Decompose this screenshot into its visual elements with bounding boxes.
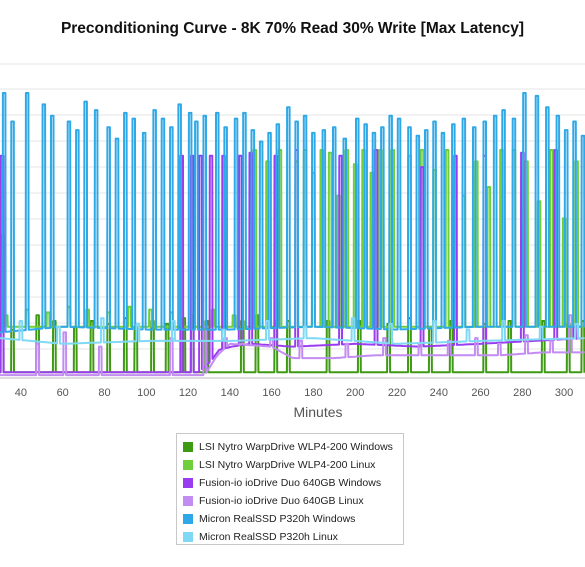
legend-label: LSI Nytro WarpDrive WLP4-200 Linux bbox=[199, 459, 376, 471]
x-tick-label: 300 bbox=[555, 387, 573, 399]
legend-swatch bbox=[183, 514, 193, 524]
legend-swatch bbox=[183, 496, 193, 506]
series-line-3 bbox=[0, 314, 585, 377]
x-tick-label: 280 bbox=[513, 387, 531, 399]
x-tick-label: 220 bbox=[388, 387, 406, 399]
legend-swatch bbox=[183, 478, 193, 488]
legend-swatch bbox=[183, 532, 193, 542]
x-tick-label: 80 bbox=[98, 387, 110, 399]
series-line-5 bbox=[0, 317, 585, 345]
legend-label: Micron RealSSD P320h Windows bbox=[199, 513, 356, 525]
x-tick-label: 180 bbox=[304, 387, 322, 399]
x-tick-label: 160 bbox=[262, 387, 280, 399]
x-axis-title: Minutes bbox=[293, 404, 342, 420]
x-tick-label: 40 bbox=[15, 387, 27, 399]
legend-label: Micron RealSSD P320h Linux bbox=[199, 531, 338, 543]
x-tick-label: 200 bbox=[346, 387, 364, 399]
x-tick-label: 100 bbox=[137, 387, 155, 399]
series-line-0 bbox=[0, 234, 585, 374]
legend-item: LSI Nytro WarpDrive WLP4-200 Windows bbox=[183, 438, 403, 456]
x-tick-label: 240 bbox=[430, 387, 448, 399]
x-tick-label: 60 bbox=[57, 387, 69, 399]
x-tick-label: 260 bbox=[471, 387, 489, 399]
x-tick-label: 120 bbox=[179, 387, 197, 399]
legend-item: Fusion-io ioDrive Duo 640GB Windows bbox=[183, 474, 403, 492]
x-tick-label: 140 bbox=[221, 387, 239, 399]
legend-item: Micron RealSSD P320h Windows bbox=[183, 510, 403, 528]
series-line-4 bbox=[0, 92, 585, 334]
chart-title: Preconditioning Curve - 8K 70% Read 30% … bbox=[60, 20, 525, 37]
legend-swatch bbox=[183, 442, 193, 452]
legend-label: Fusion-io ioDrive Duo 640GB Linux bbox=[199, 495, 364, 507]
legend-label: LSI Nytro WarpDrive WLP4-200 Windows bbox=[199, 441, 393, 453]
legend-item: LSI Nytro WarpDrive WLP4-200 Linux bbox=[183, 456, 403, 474]
series-lines bbox=[0, 92, 585, 377]
legend-item: Micron RealSSD P320h Linux bbox=[183, 528, 403, 546]
legend: LSI Nytro WarpDrive WLP4-200 Windows LSI … bbox=[176, 433, 404, 545]
legend-label: Fusion-io ioDrive Duo 640GB Windows bbox=[199, 477, 382, 489]
legend-item: Fusion-io ioDrive Duo 640GB Linux bbox=[183, 492, 403, 510]
x-tick-labels: 40 60 80 100 120 140 160 180 200 220 240 260 280 300 bbox=[15, 387, 574, 399]
legend-swatch bbox=[183, 460, 193, 470]
